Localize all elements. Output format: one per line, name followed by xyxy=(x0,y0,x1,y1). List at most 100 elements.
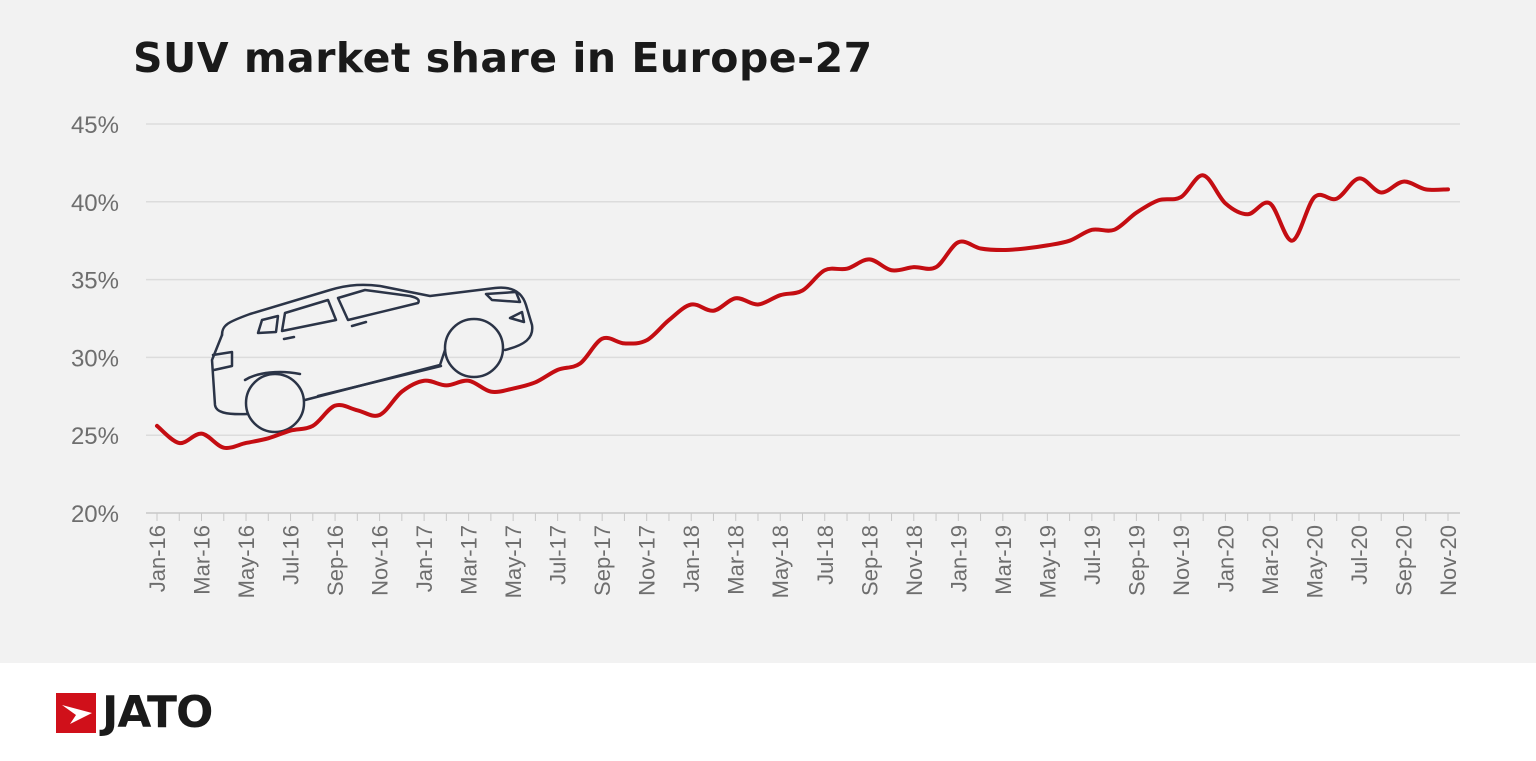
x-tick-label: Jul-20 xyxy=(1347,525,1372,585)
x-tick-label: Jan-16 xyxy=(145,525,170,592)
x-tick-label: Jan-17 xyxy=(412,525,437,592)
chart-title: SUV market share in Europe-27 xyxy=(133,34,873,82)
data-point xyxy=(1246,212,1250,216)
x-tick-label: Nov-19 xyxy=(1169,525,1194,596)
y-tick-label: 45% xyxy=(71,112,119,139)
x-tick-label: May-17 xyxy=(501,525,526,598)
line-chart: 20% 25% 30% 35% 40% 45% Jan-16 Mar-16 May-16 Jul… xyxy=(71,112,1461,598)
x-tick-label: May-16 xyxy=(234,525,259,598)
data-point xyxy=(934,265,938,269)
data-point xyxy=(645,338,649,342)
x-tick-label: Jul-17 xyxy=(546,525,571,585)
x-tick-label: Jul-19 xyxy=(1080,525,1105,585)
x-tick-label: Jul-18 xyxy=(813,525,838,585)
x-tick-label: Sep-16 xyxy=(323,525,348,596)
data-point xyxy=(890,268,894,272)
data-point xyxy=(667,318,671,322)
x-tick-label: May-18 xyxy=(768,525,793,598)
data-point xyxy=(1134,211,1138,215)
x-tick-label: Sep-18 xyxy=(857,525,882,596)
data-point xyxy=(489,390,493,394)
x-tick-label: Jul-16 xyxy=(279,525,304,585)
jato-logo: JATO xyxy=(56,687,213,738)
data-point xyxy=(378,413,382,417)
x-tick-label: Mar-19 xyxy=(991,525,1016,595)
data-point xyxy=(956,240,960,244)
data-point xyxy=(422,379,426,383)
x-tick-label: Nov-17 xyxy=(635,525,660,596)
y-tick-label: 30% xyxy=(71,345,119,372)
x-tick-label: Mar-16 xyxy=(190,525,215,595)
x-tick-label: Jan-18 xyxy=(679,525,704,592)
data-point xyxy=(823,268,827,272)
x-tick-label: May-20 xyxy=(1302,525,1327,598)
data-point xyxy=(444,383,448,387)
data-point xyxy=(689,302,693,306)
data-point xyxy=(556,368,560,372)
data-point xyxy=(355,408,359,412)
data-point xyxy=(734,296,738,300)
data-point xyxy=(801,288,805,292)
x-tick-label: Jan-19 xyxy=(946,525,971,592)
data-point xyxy=(311,424,315,428)
data-point xyxy=(1335,197,1339,201)
x-tick-label: Mar-17 xyxy=(457,525,482,595)
chart-panel: SUV market share in Europe-27 20% 25% 30% 3… xyxy=(0,0,1536,663)
data-point xyxy=(1112,228,1116,232)
data-point xyxy=(711,309,715,313)
data-point xyxy=(1446,187,1450,191)
data-point xyxy=(1424,187,1428,191)
data-point xyxy=(600,337,604,341)
x-tick-label: Sep-19 xyxy=(1124,525,1149,596)
data-point xyxy=(533,380,537,384)
data-point xyxy=(467,379,471,383)
x-tick-label: Nov-16 xyxy=(368,525,393,596)
data-point xyxy=(1001,248,1005,252)
x-tick-label: Mar-20 xyxy=(1258,525,1283,595)
data-point xyxy=(912,265,916,269)
data-point xyxy=(778,293,782,297)
x-tick-label: Sep-17 xyxy=(590,525,615,596)
data-point xyxy=(845,267,849,271)
data-point xyxy=(155,424,159,428)
data-point xyxy=(1290,239,1294,243)
data-point xyxy=(333,404,337,408)
data-point xyxy=(511,387,515,391)
series-line xyxy=(155,173,1450,450)
x-tick-label: Mar-18 xyxy=(724,525,749,595)
data-point xyxy=(289,429,293,433)
data-point xyxy=(244,441,248,445)
data-point xyxy=(1045,243,1049,247)
data-point xyxy=(1023,246,1027,250)
data-point xyxy=(1379,190,1383,194)
data-point xyxy=(622,341,626,345)
data-point xyxy=(1401,180,1405,184)
suv-car-icon xyxy=(210,283,534,434)
x-tick-label: May-19 xyxy=(1035,525,1060,598)
data-point xyxy=(1179,195,1183,199)
y-tick-label: 35% xyxy=(71,268,119,295)
data-point xyxy=(222,446,226,450)
data-point xyxy=(1157,198,1161,202)
data-point xyxy=(578,362,582,366)
data-point xyxy=(266,436,270,440)
y-tick-label: 20% xyxy=(71,501,119,528)
x-tick-label: Nov-20 xyxy=(1436,525,1461,596)
x-tick-label: Nov-18 xyxy=(902,525,927,596)
y-tick-label: 40% xyxy=(71,190,119,217)
data-point xyxy=(1312,195,1316,199)
data-point xyxy=(200,432,204,436)
data-point xyxy=(1201,173,1205,177)
data-point xyxy=(867,257,871,261)
data-point xyxy=(1223,201,1227,205)
x-tick-label: Sep-20 xyxy=(1391,525,1416,596)
logo-text: JATO xyxy=(102,687,213,738)
data-point xyxy=(1357,176,1361,180)
x-tick-label: Jan-20 xyxy=(1213,525,1238,592)
data-point xyxy=(756,302,760,306)
data-point xyxy=(1068,239,1072,243)
data-point xyxy=(1090,228,1094,232)
data-point xyxy=(177,441,181,445)
y-tick-label: 25% xyxy=(71,423,119,450)
data-point xyxy=(1268,201,1272,205)
